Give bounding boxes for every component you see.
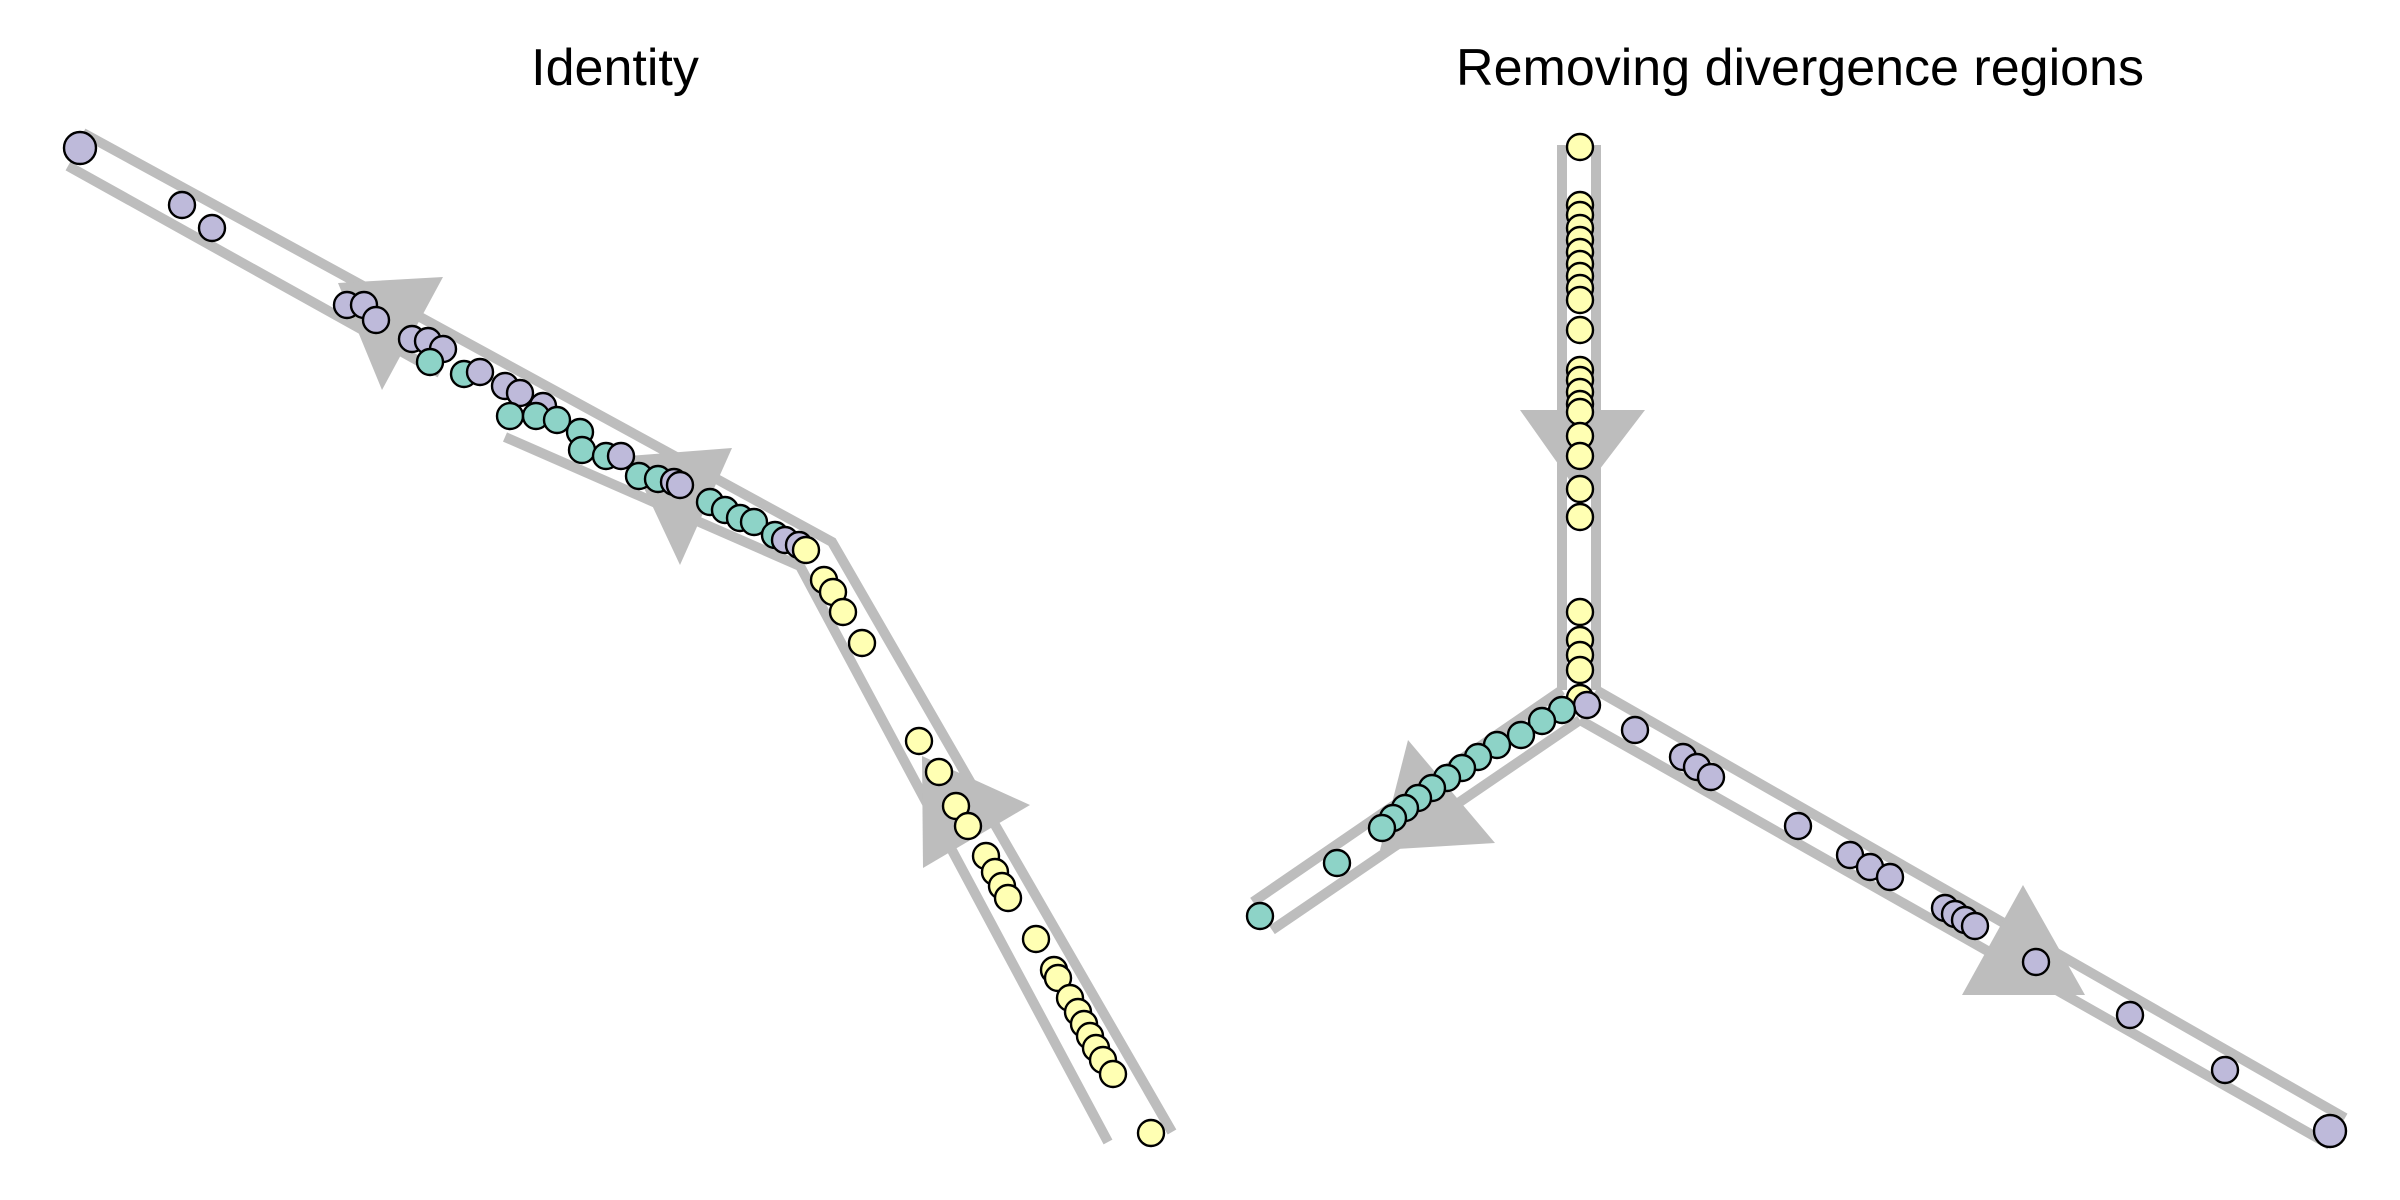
cell-point-yellow [1136,1118,1166,1148]
panel-title-identity: Identity [531,39,699,97]
track-edge-upper [80,128,1177,1135]
cell-point-yellow [828,597,858,627]
cell-point-teal [1245,901,1275,931]
cell-point-yellow [1565,285,1595,315]
trajectory-removing-divergence [1250,145,2348,1150]
cell-point-teal [1527,706,1557,736]
cell-point-purple [2312,1113,2348,1149]
cells-identity [62,130,1166,1148]
cell-point-purple [1783,811,1813,841]
cell-point-purple [197,213,227,243]
cell-point-yellow [1565,655,1595,685]
panel-title-removing-divergence: Removing divergence regions [1456,39,2144,97]
cell-point-purple [361,305,391,335]
cell-point-purple [1960,911,1990,941]
cell-point-purple [1620,715,1650,745]
track-edge-lower [65,161,1113,1145]
cell-point-purple [2021,947,2051,977]
cell-point-teal [542,405,572,435]
cell-point-teal [1506,720,1536,750]
cell-point-yellow [953,811,983,841]
cell-point-yellow [1565,502,1595,532]
cell-point-yellow [1565,597,1595,627]
arrow-head-3 [922,756,1030,868]
trajectory-identity [65,128,1177,1145]
cell-point-purple [465,357,495,387]
cell-point-teal [567,435,597,465]
cell-point-yellow [904,726,934,756]
cell-point-yellow [847,628,877,658]
arrow-head-right-branch [1962,885,2085,995]
cell-point-yellow [1565,132,1595,162]
cell-point-purple [62,130,98,166]
cell-point-yellow [993,883,1023,913]
cell-point-yellow [924,757,954,787]
cell-point-purple [606,441,636,471]
cell-point-teal [739,507,769,537]
cell-point-teal [1367,813,1397,843]
cell-point-purple [665,470,695,500]
cell-point-yellow [791,535,821,565]
cell-point-purple [1875,862,1905,892]
panel-identity: Identity [62,39,1177,1148]
track-edge-right-branch [1577,685,2348,1150]
panel-removing-divergence: Removing divergence regions [1245,39,2348,1150]
cell-point-teal [1322,848,1352,878]
cell-point-yellow [1565,315,1595,345]
cell-point-yellow [1098,1059,1128,1089]
cell-point-yellow [1021,924,1051,954]
cell-point-purple [2115,1000,2145,1030]
cell-point-yellow [1565,441,1595,471]
cell-point-yellow [1565,474,1595,504]
cell-point-purple [2210,1055,2240,1085]
cells-removing-divergence [1245,132,2348,1149]
cell-point-teal [415,347,445,377]
cell-point-teal [495,401,525,431]
cell-point-purple [167,190,197,220]
cell-point-purple [1572,690,1602,720]
cell-point-yellow [1565,397,1595,427]
cell-point-purple [1696,762,1726,792]
